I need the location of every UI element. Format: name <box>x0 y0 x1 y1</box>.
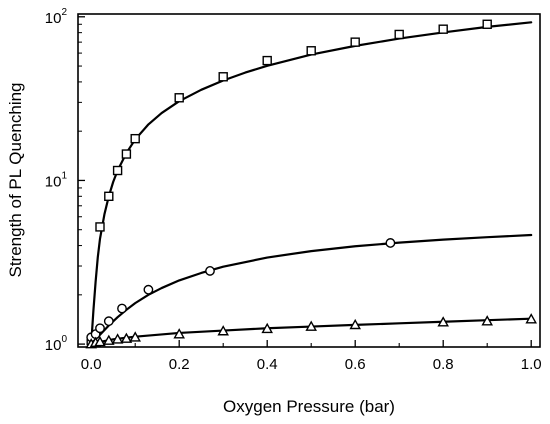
square-marker <box>438 24 448 34</box>
x-tick-label: 0.8 <box>433 356 454 373</box>
triangle-marker <box>481 315 493 326</box>
triangle-marker <box>94 335 106 347</box>
triangle-marker <box>437 316 449 327</box>
x-tick-labels: 0.0 0.2 0.4 0.6 0.8 1.0 <box>81 356 542 373</box>
square-marker <box>218 72 228 82</box>
tick-marks <box>78 16 532 347</box>
plot-frame <box>77 13 541 348</box>
circle-marker <box>385 238 396 248</box>
square-marker <box>350 37 360 47</box>
triangle-marker <box>525 313 537 324</box>
x-tick-label: 0.0 <box>81 356 102 373</box>
triangle-marker <box>349 318 361 330</box>
triangle-marker <box>217 325 229 336</box>
x-axis-label: Oxygen Pressure (bar) <box>223 397 395 416</box>
triangle-marker <box>261 322 273 334</box>
x-tick-label: 0.6 <box>345 356 366 373</box>
square-marker <box>394 29 404 40</box>
triangle-marker <box>103 334 115 345</box>
square-fit-curve <box>90 21 533 346</box>
square-marker <box>482 19 492 29</box>
x-tick-label: 0.2 <box>169 356 190 373</box>
circle-marker <box>205 266 215 276</box>
square-marker <box>174 93 184 103</box>
square-marker <box>130 133 140 144</box>
y-tick-label: 101 <box>45 170 68 190</box>
data-markers <box>85 19 537 349</box>
triangle-marker <box>305 320 317 331</box>
circle-marker <box>117 303 127 314</box>
x-tick-label: 0.4 <box>257 356 278 373</box>
x-tick-label: 1.0 <box>521 356 542 373</box>
triangle-marker <box>111 333 124 344</box>
circle-marker <box>143 284 154 295</box>
circle-marker <box>95 323 105 334</box>
y-tick-label: 100 <box>45 334 68 354</box>
y-tick-labels: 100 101 102 <box>45 7 68 354</box>
square-marker <box>121 149 132 159</box>
square-marker <box>262 55 272 66</box>
square-marker <box>306 46 316 56</box>
fit-curves <box>90 21 533 346</box>
triangle-marker <box>129 331 141 342</box>
triangle-marker <box>173 328 185 339</box>
square-marker <box>104 191 114 202</box>
square-marker <box>112 165 123 176</box>
circle-marker <box>103 316 114 327</box>
square-marker <box>95 222 105 232</box>
y-axis-label: Strength of PL Quenching <box>6 82 25 277</box>
triangle-marker <box>120 332 133 343</box>
y-tick-label: 102 <box>45 7 68 27</box>
